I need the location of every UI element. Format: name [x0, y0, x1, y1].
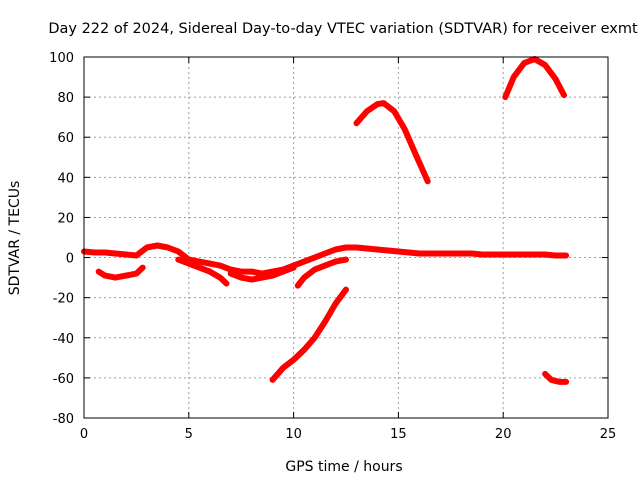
y-tick-label: -60 [53, 372, 74, 387]
chart-title: Day 222 of 2024, Sidereal Day-to-day VTE… [48, 21, 638, 37]
y-tick-label: -20 [53, 292, 74, 307]
x-tick-label: 25 [600, 427, 617, 442]
ticks [83, 56, 609, 419]
x-tick-label: 20 [495, 427, 512, 442]
x-axis-label: GPS time / hours [285, 459, 402, 475]
y-tick-label: -40 [53, 332, 74, 347]
y-tick-label: 0 [66, 252, 74, 267]
series-line-arc-3 [175, 256, 230, 287]
y-axis-label: SDTVAR / TECUs [7, 181, 23, 296]
series-line-arc-7 [353, 100, 431, 185]
series-line-arc-9 [542, 370, 570, 385]
y-tick-label: -80 [53, 412, 74, 427]
y-tick-label: 40 [57, 171, 74, 186]
series-line-arc-6 [269, 286, 349, 383]
y-tick-label: 60 [57, 131, 74, 146]
y-tick-label: 100 [49, 51, 74, 66]
x-tick-label: 10 [285, 427, 302, 442]
x-tick-label: 0 [80, 427, 88, 442]
series-line-arc-2 [95, 264, 146, 281]
series-line-arc-8 [502, 56, 567, 101]
x-tick-label: 15 [390, 427, 407, 442]
series-line-arc-4 [227, 264, 297, 283]
x-tick-label: 5 [185, 427, 193, 442]
y-tick-label: 20 [57, 211, 74, 226]
plot-frame [83, 56, 609, 419]
tick-labels: 0 5 10 15 20 25 -80 -60 -40 -20 0 20 40 60 80 100 [49, 51, 616, 442]
y-tick-label: 80 [57, 91, 74, 106]
series-line-arc-main [81, 242, 570, 277]
series-group [81, 56, 570, 385]
series-line-arc-5 [294, 256, 349, 289]
